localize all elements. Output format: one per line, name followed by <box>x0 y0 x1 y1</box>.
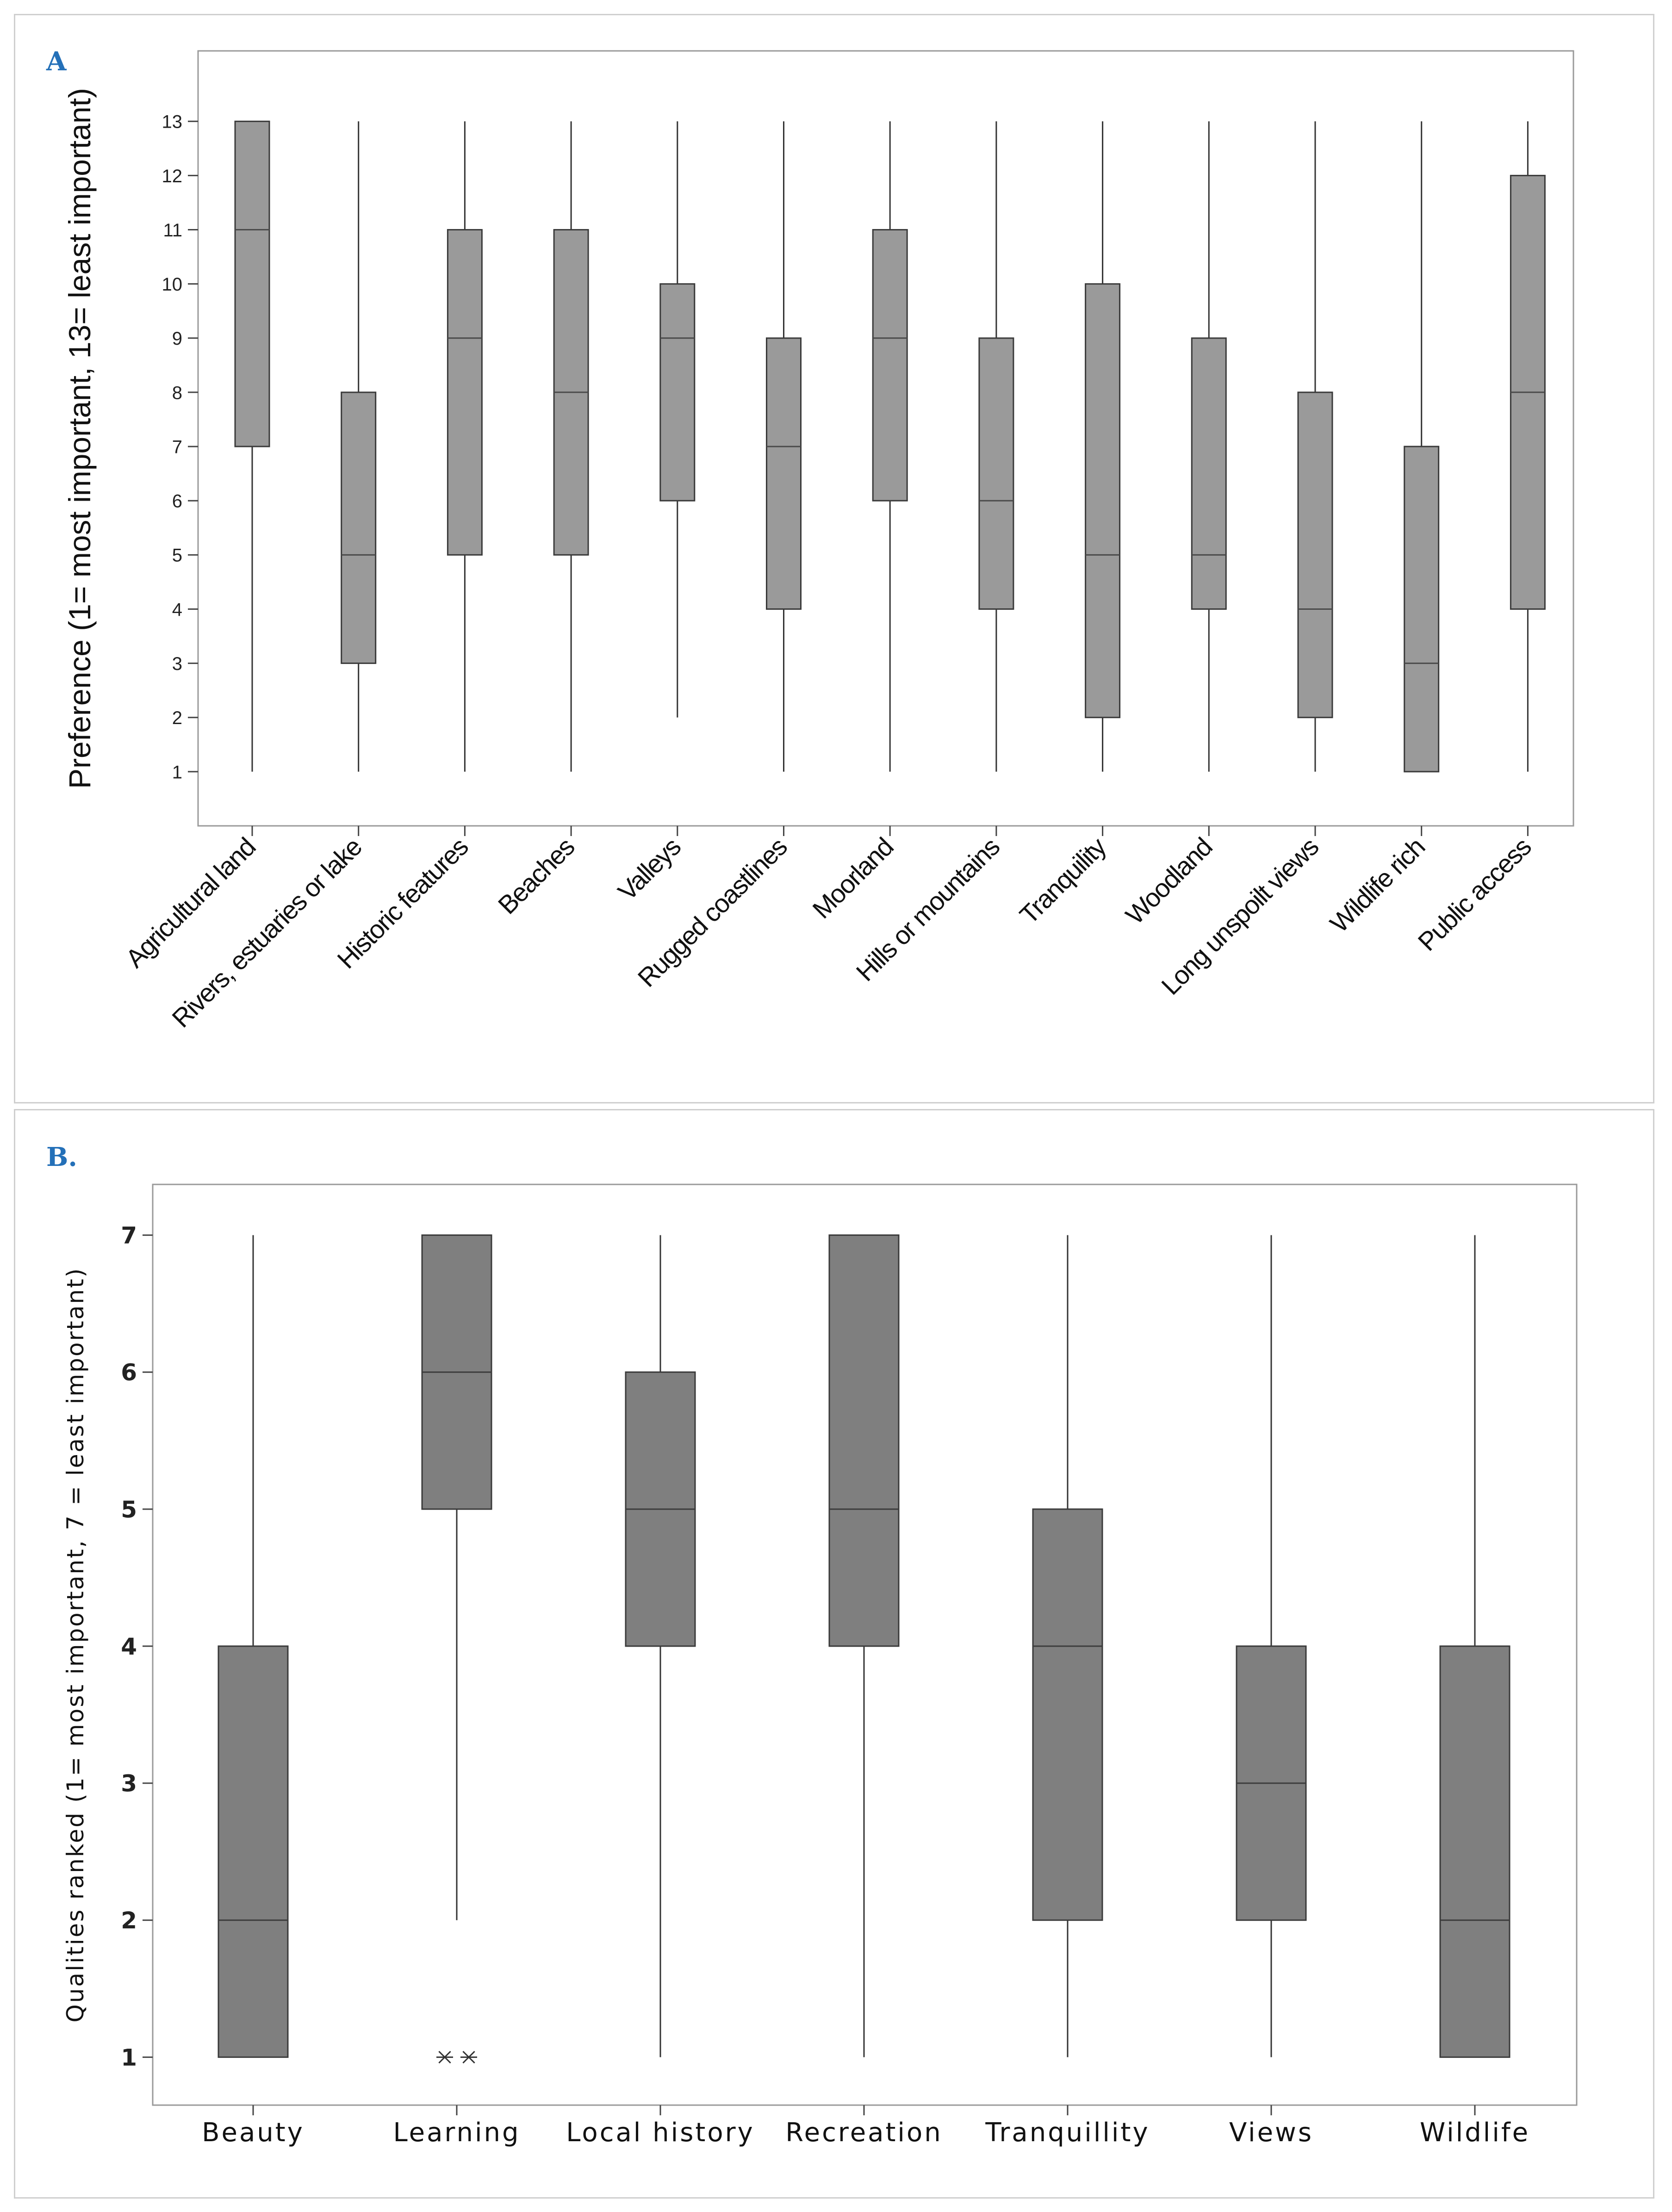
y-tick-label: 13 <box>162 112 183 132</box>
x-category-label: Tranquillity <box>985 2118 1150 2148</box>
x-category-label: Beaches <box>492 832 580 920</box>
y-tick-label: 3 <box>172 654 182 674</box>
x-category-label: Moorland <box>807 832 898 924</box>
y-tick-label: 7 <box>121 1222 137 1249</box>
box-iqr <box>659 283 696 502</box>
box-tranquility: Tranquility <box>1014 121 1121 930</box>
panel-a-label: A <box>46 46 67 77</box>
box-iqr <box>218 1645 289 2058</box>
x-category-label: Recreation <box>785 2118 942 2148</box>
box-learning: Learning <box>393 1234 520 2148</box>
box-agricultural-land: Agricultural land <box>120 120 270 973</box>
y-tick-label: 1 <box>172 762 182 782</box>
outlier-marker <box>460 2051 477 2064</box>
box-iqr <box>872 229 908 502</box>
x-category-label: Rivers, estuaries or lake <box>166 832 367 1033</box>
y-tick-label: 3 <box>121 1770 137 1797</box>
box-iqr <box>978 337 1014 610</box>
y-tick-label: 5 <box>172 545 182 566</box>
box-iqr <box>766 337 802 610</box>
x-category-label: Beauty <box>202 2118 305 2148</box>
outlier-stroke <box>438 2051 451 2064</box>
box-beauty: Beauty <box>202 1235 305 2148</box>
x-category-label: Woodland <box>1120 832 1218 930</box>
x-category-label: Public access <box>1412 832 1536 956</box>
x-category-label: Views <box>1229 2118 1313 2148</box>
x-category-label: Wildlife rich <box>1324 832 1430 938</box>
y-tick-label: 10 <box>162 274 183 295</box>
box-views: Views <box>1229 1235 1313 2148</box>
y-axis-label: Qualities ranked (1= most important, 7 =… <box>62 1267 89 2023</box>
box-moorland: Moorland <box>807 121 908 924</box>
panel-a-frame <box>14 14 1654 1103</box>
box-iqr <box>1085 283 1121 719</box>
box-iqr <box>341 391 377 664</box>
box-iqr <box>1032 1508 1103 1921</box>
y-tick-label: 11 <box>163 220 182 241</box>
box-local-history: Local history <box>566 1235 755 2148</box>
box-iqr <box>1404 446 1440 773</box>
outlier-stroke <box>462 2051 475 2064</box>
box-iqr <box>1191 337 1227 610</box>
y-tick-label: 2 <box>172 708 182 728</box>
x-category-label: Tranquility <box>1014 832 1112 930</box>
box-tranquillity: Tranquillity <box>985 1235 1150 2148</box>
x-category-label: Local history <box>566 2118 755 2148</box>
y-axis-label: Preference (1= most important, 13= least… <box>62 88 97 789</box>
x-category-label: Learning <box>393 2118 520 2148</box>
box-woodland: Woodland <box>1120 121 1227 930</box>
x-category-label: Wildlife <box>1420 2118 1530 2148</box>
y-tick-label: 4 <box>121 1633 137 1660</box>
box-valleys: Valleys <box>612 121 696 906</box>
box-iqr <box>1297 391 1333 719</box>
chart-panel-b: 1 2 3 4 5 6 7 Qualities ranked (1= most importa… <box>62 1183 1578 2148</box>
y-tick-label: 9 <box>172 328 182 349</box>
y-tick-label: 8 <box>172 383 182 403</box>
box-recreation: Recreation <box>785 1234 942 2148</box>
y-tick-label: 12 <box>162 166 183 186</box>
box-wildlife-rich: Wildlife rich <box>1324 121 1440 938</box>
box-beaches: Beaches <box>492 121 589 920</box>
y-tick-label: 6 <box>121 1359 137 1386</box>
box-iqr <box>828 1234 900 1647</box>
y-tick-label: 7 <box>172 437 182 457</box>
plot-frame <box>197 50 1574 827</box>
y-tick-label: 2 <box>121 1907 137 1934</box>
box-iqr <box>447 229 483 556</box>
panel-b-label: B. <box>46 1142 77 1172</box>
y-tick-label: 5 <box>121 1496 137 1523</box>
outlier-marker <box>436 2051 453 2064</box>
y-tick-label: 1 <box>121 2044 137 2071</box>
box-iqr <box>234 120 270 447</box>
x-category-label: Valleys <box>612 832 686 906</box>
y-tick-label: 4 <box>172 600 182 620</box>
box-iqr <box>1439 1645 1510 2058</box>
box-wildlife: Wildlife <box>1420 1235 1530 2148</box>
y-tick-label: 6 <box>172 491 182 512</box>
